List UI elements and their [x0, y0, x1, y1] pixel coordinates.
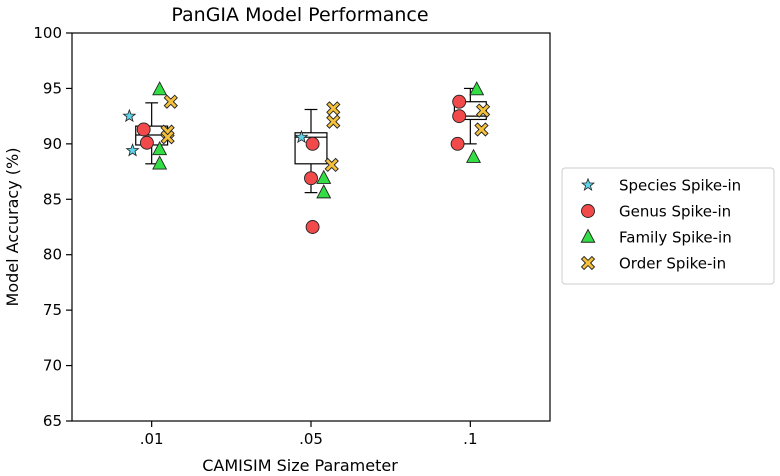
data-point — [304, 171, 318, 186]
data-point — [139, 135, 154, 150]
legend-item-species-spike-in: Species Spike-in — [581, 177, 741, 195]
data-point — [122, 108, 137, 123]
series-genus-spike-in — [136, 94, 467, 234]
data-point — [152, 140, 168, 156]
legend-label: Species Spike-in — [619, 177, 741, 195]
x-axis-label: CAMISIM Size Parameter — [202, 456, 398, 475]
data-point — [324, 157, 339, 173]
triangle-icon — [580, 228, 596, 243]
data-point — [316, 169, 332, 184]
series-species-spike-in — [122, 108, 309, 157]
series-family-spike-in — [152, 81, 485, 199]
y-tick-label: 95 — [43, 79, 62, 97]
data-point — [466, 148, 482, 163]
data-point — [326, 114, 341, 129]
data-point — [452, 109, 467, 124]
legend-item-order-spike-in: Order Spike-in — [580, 255, 726, 273]
legend-frame — [561, 167, 775, 285]
y-tick-label: 65 — [43, 412, 62, 430]
data-point — [450, 136, 465, 151]
data-point — [163, 94, 178, 109]
plot-area: 65 70 75 80 85 90 95 100 .01 .05 .1 — [33, 24, 551, 448]
data-point — [316, 184, 332, 199]
data-point — [152, 81, 168, 96]
legend-label: Family Spike-in — [619, 229, 732, 247]
x-tick-label: .05 — [299, 430, 323, 448]
data-point — [474, 122, 489, 137]
data-point — [469, 81, 485, 96]
y-tick-label: 80 — [43, 246, 62, 264]
star-icon — [581, 177, 595, 191]
box-iqr — [294, 132, 328, 165]
data-point — [305, 220, 320, 234]
y-tick-label: 85 — [43, 190, 62, 208]
data-point — [305, 136, 320, 151]
circle-icon — [581, 204, 595, 218]
y-tick-label: 75 — [43, 301, 62, 319]
data-point — [326, 101, 341, 116]
y-tick-label: 70 — [43, 357, 62, 375]
legend-item-family-spike-in: Family Spike-in — [580, 228, 732, 247]
data-point — [136, 122, 151, 137]
y-tick-label: 100 — [33, 24, 62, 42]
cross-icon — [580, 255, 596, 271]
legend-label: Order Spike-in — [619, 255, 726, 273]
x-tick-label: .01 — [140, 430, 164, 448]
y-axis-label: Model Accuracy (%) — [3, 148, 22, 307]
data-point — [160, 130, 175, 145]
data-point — [125, 143, 140, 157]
x-tick-label: .1 — [463, 430, 477, 448]
y-tick-label: 90 — [43, 135, 62, 153]
legend: Species Spike-in Genus Spike-in Family Spi… — [561, 167, 775, 285]
chart-title: PanGIA Model Performance — [171, 4, 428, 26]
data-point — [294, 129, 309, 144]
data-point — [452, 94, 467, 109]
legend-label: Genus Spike-in — [619, 203, 731, 221]
data-point — [475, 103, 491, 118]
legend-item-genus-spike-in: Genus Spike-in — [581, 203, 731, 221]
data-point — [152, 155, 168, 170]
series-order-spike-in — [160, 94, 491, 173]
